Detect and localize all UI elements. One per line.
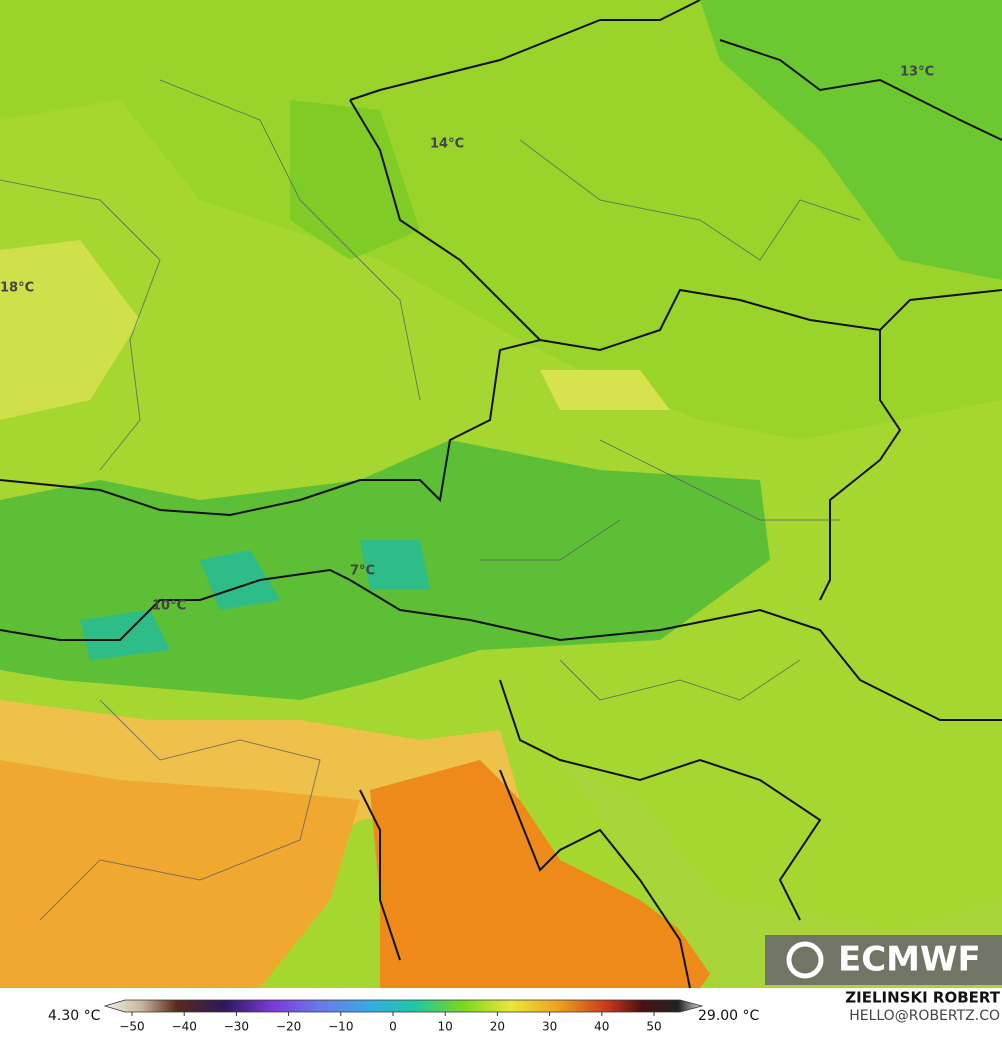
colorbar-tick-label: −50 [119,1020,144,1034]
author: ZIELINSKI ROBERT [845,989,1000,1007]
logo: ECMWF [838,940,981,980]
contour-label: 10°C [152,599,186,614]
colorbar-tick-label: 30 [542,1020,557,1034]
colorbar-tick-label: −30 [224,1020,249,1034]
colorbar-tick-label: 20 [490,1020,505,1034]
colorbar-max: 29.00 °C [698,1008,760,1024]
colorbar-tick-label: 40 [594,1020,609,1034]
contour-label: 13°C [900,65,934,80]
contour-label: 18°C [0,281,34,296]
colorbar-tick-label: −20 [276,1020,301,1034]
contour-label: 14°C [430,137,464,152]
map [0,0,1002,989]
colorbar-tick-label: 10 [438,1020,453,1034]
contour-label: 7°C [350,564,375,579]
contact: HELLO@ROBERTZ.CO [849,1008,1000,1024]
colorbar-tick-label: 50 [646,1020,661,1034]
colorbar [103,999,704,1013]
colorbar-min: 4.30 °C [48,1008,101,1024]
colorbar-tick-label: −40 [172,1020,197,1034]
colorbar-tick-label: −10 [328,1020,353,1034]
colorbar-tick-label: 0 [389,1020,397,1034]
